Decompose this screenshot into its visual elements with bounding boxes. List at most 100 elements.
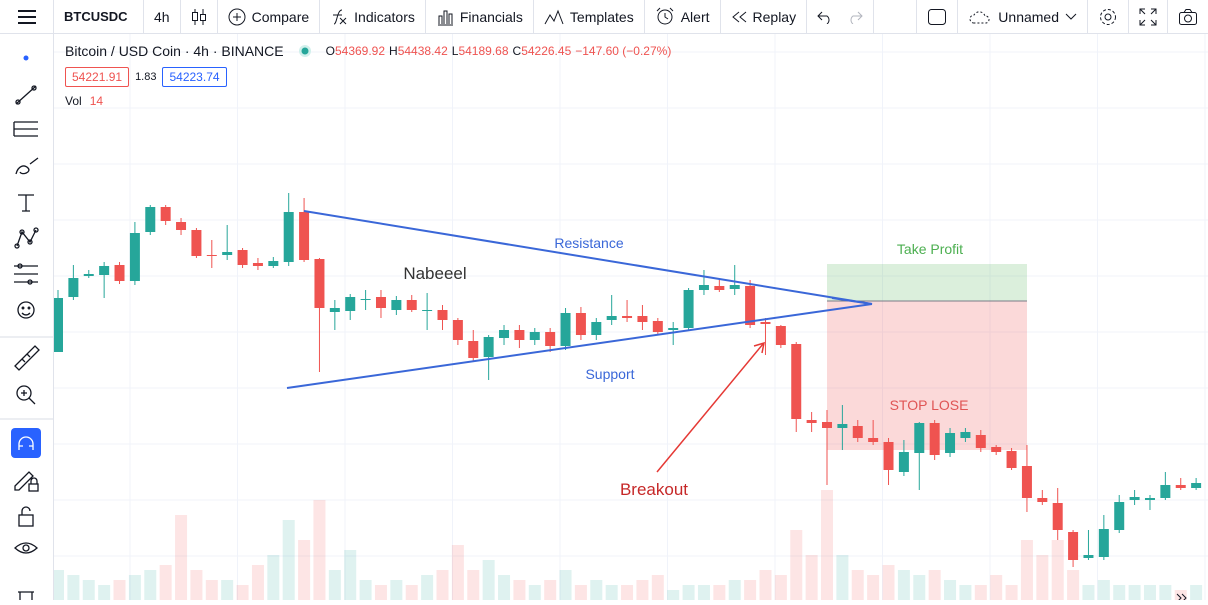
candle-body [68, 278, 79, 297]
magnet-tool[interactable] [11, 428, 41, 458]
candle-body [468, 341, 479, 358]
text-tool[interactable] [18, 194, 34, 212]
volume-bar [221, 580, 234, 600]
scroll-right[interactable] [1176, 593, 1187, 600]
volume-bar [359, 580, 372, 600]
icon-tool[interactable] [17, 301, 35, 319]
fib-tool[interactable] [13, 121, 38, 137]
market-status [298, 45, 311, 57]
visibility-tool[interactable] [14, 542, 38, 554]
volume-bar [190, 570, 203, 600]
volume-bar [805, 555, 818, 600]
volume-bar [944, 580, 957, 600]
interval-button[interactable]: 4h [144, 0, 181, 33]
ask-price[interactable]: 54223.74 [162, 67, 227, 87]
fullscreen-button[interactable] [1129, 0, 1168, 33]
candle-body [622, 316, 633, 318]
pattern-tool[interactable] [14, 227, 39, 249]
brush-tool[interactable] [15, 157, 39, 175]
volume-bar [267, 555, 280, 600]
volume-bar [374, 585, 387, 600]
zoom-tool[interactable] [16, 385, 36, 405]
candle-body [237, 250, 248, 265]
prediction-tool[interactable] [14, 263, 38, 285]
top-toolbar: BTCUSDC 4h Compare Indicators Financials… [0, 0, 1208, 34]
candle-body [760, 322, 771, 324]
candle-body [698, 285, 709, 290]
volume-bar [98, 585, 111, 600]
volume-bar [54, 570, 64, 600]
resistance-line [303, 210, 873, 305]
volume-bar [251, 565, 264, 600]
alert-label: Alert [680, 8, 710, 25]
volume-bar [236, 585, 249, 600]
volume-bar [697, 585, 710, 600]
layout-toggle[interactable] [916, 0, 959, 33]
financials-button[interactable]: Financials [426, 0, 534, 33]
candle-body [868, 438, 879, 442]
volume-bar [959, 585, 972, 600]
candle-body [929, 423, 940, 455]
symbol-search[interactable]: BTCUSDC [54, 0, 144, 33]
candle-body [914, 423, 925, 453]
volume-bar [67, 575, 80, 600]
candle-body [191, 230, 202, 256]
volume-bar [451, 545, 464, 600]
volume-bar [1082, 585, 1095, 600]
indicators-label: Indicators [354, 8, 415, 25]
templates-button[interactable]: Templates [534, 0, 645, 33]
candle-body [837, 424, 848, 428]
candle-body [960, 432, 971, 438]
volume-bar [1128, 585, 1141, 600]
candle-body [375, 297, 386, 308]
take-profit-label: Take Profit [897, 241, 963, 257]
candle-body [1083, 555, 1094, 558]
menu-button[interactable] [0, 0, 54, 33]
instrument-title: Bitcoin / USD Coin · 4h · BINANCE [65, 43, 284, 59]
compare-label: Compare [251, 8, 310, 25]
snapshot-button[interactable] [1168, 0, 1208, 33]
support-line [286, 303, 873, 389]
volume-label: Vol [65, 94, 82, 108]
measure-tool[interactable] [14, 345, 40, 371]
candle-body [514, 330, 525, 340]
trash-tool[interactable] [18, 591, 34, 602]
volume-bar [636, 580, 649, 600]
settings-button[interactable] [1088, 0, 1129, 33]
candle-body [345, 297, 356, 311]
candle-body [299, 212, 310, 260]
volume-bar [790, 530, 803, 600]
layout-label: Unnamed [998, 8, 1059, 25]
bid-price[interactable]: 54221.91 [65, 67, 130, 87]
trend-line-tool[interactable] [15, 85, 37, 105]
layout-name[interactable]: Unnamed [958, 0, 1088, 33]
volume-bar [897, 570, 910, 600]
candle-body [437, 310, 448, 320]
candle-body [560, 313, 571, 346]
replay-label: Replay [752, 8, 797, 25]
candle-body [991, 447, 1002, 452]
indicators-button[interactable]: Indicators [320, 0, 426, 33]
ohlc-value: 54369.92 [334, 44, 386, 58]
volume-bar [159, 565, 172, 600]
volume-bar [1174, 590, 1187, 600]
candle-body [483, 337, 494, 357]
ohlc-values: O54369.92 H54438.42 L54189.68 C54226.45 −147… [326, 44, 672, 58]
volume-bar [713, 585, 726, 600]
replay-button[interactable]: Replay [721, 0, 808, 33]
alert-button[interactable]: Alert [645, 0, 721, 33]
cursor-tool[interactable] [23, 55, 29, 61]
candle-body [1191, 483, 1202, 488]
candle-body [575, 313, 586, 335]
volume-bar [1005, 585, 1018, 600]
chart-type-button[interactable] [181, 0, 218, 33]
lock-drawings-tool[interactable] [14, 471, 39, 492]
candle-body [1160, 485, 1171, 498]
candle-body [114, 265, 125, 281]
candle-body [529, 332, 540, 340]
candle-body [1129, 497, 1140, 500]
lock-tool[interactable] [18, 506, 34, 527]
undo-redo[interactable] [807, 0, 875, 33]
symbol: BTCUSDC [64, 9, 128, 24]
compare-button[interactable]: Compare [218, 0, 321, 33]
